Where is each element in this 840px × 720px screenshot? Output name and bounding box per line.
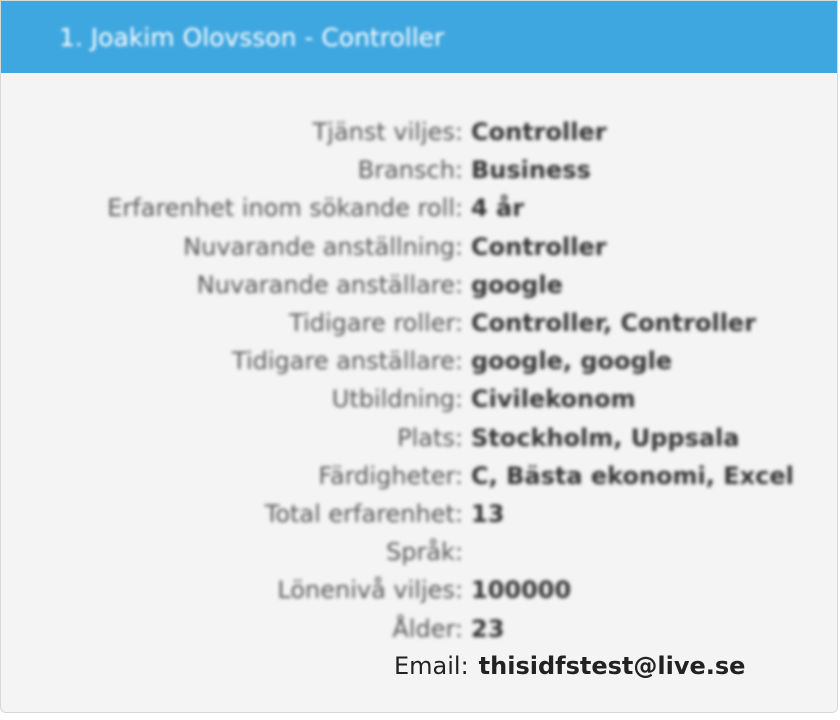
detail-row-industry: Bransch: Business [1,151,837,189]
detail-label: Erfarenhet inom sökande roll: [107,194,463,223]
email-value[interactable]: thisidfstest@live.se [478,652,746,680]
detail-label: Tjänst viljes: [312,118,463,147]
detail-value: Business [471,156,591,185]
detail-row-age: Ålder: 23 [1,609,837,647]
detail-row-skills: Färdigheter: C, Bästa ekonomi, Excel [1,457,837,495]
detail-label: Färdigheter: [318,461,463,490]
detail-row-previous-roles: Tidigare roller: Controller, Controller [1,304,837,342]
detail-value: C, Bästa ekonomi, Excel [471,461,794,490]
detail-row-role: Tjänst viljes: Controller [1,113,837,151]
email-label: Email: [394,652,469,680]
detail-value: google, google [471,347,673,376]
detail-label: Bransch: [357,156,463,185]
detail-value: Civilekonom [471,385,636,414]
detail-value: google [471,270,563,299]
detail-value: Controller [471,232,607,261]
detail-row-language: Språk: [1,533,837,571]
email-row: Email: thisidfstest@live.se [394,647,745,685]
detail-label: Utbildning: [331,385,463,414]
detail-row-total-experience: Total erfarenhet: 13 [1,495,837,533]
detail-row-education: Utbildning: Civilekonom [1,380,837,418]
detail-row-current-position: Nuvarande anställning: Controller [1,228,837,266]
detail-label: Nuvarande anställare: [196,270,463,299]
detail-row-current-employer: Nuvarande anställare: google [1,266,837,304]
detail-row-salary: Lönenivå viljes: 100000 [1,571,837,609]
detail-label: Total erfarenhet: [264,499,463,528]
detail-row-previous-employers: Tidigare anställare: google, google [1,342,837,380]
detail-label: Tidigare anställare: [232,347,463,376]
detail-label: Lönenivå viljes: [277,576,463,605]
detail-row-experience-role: Erfarenhet inom sökande roll: 4 år [1,189,837,227]
detail-label: Ålder: [392,614,463,643]
card-header[interactable]: 1. Joakim Olovsson - Controller [1,1,837,73]
detail-label: Tidigare roller: [289,309,463,338]
detail-value: 23 [471,614,505,643]
detail-value: 4 år [471,194,525,223]
candidate-title: 1. Joakim Olovsson - Controller [59,22,445,52]
detail-label: Plats: [397,423,463,452]
detail-value: 100000 [471,576,572,605]
detail-value: Stockholm, Uppsala [471,423,740,452]
detail-label: Nuvarande anställning: [183,232,463,261]
candidate-details: Tjänst viljes: Controller Bransch: Busin… [1,113,837,648]
detail-value: 13 [471,499,505,528]
detail-label: Språk: [385,538,463,567]
detail-value: Controller [471,118,607,147]
detail-value: Controller, Controller [471,309,757,338]
detail-row-location: Plats: Stockholm, Uppsala [1,419,837,457]
